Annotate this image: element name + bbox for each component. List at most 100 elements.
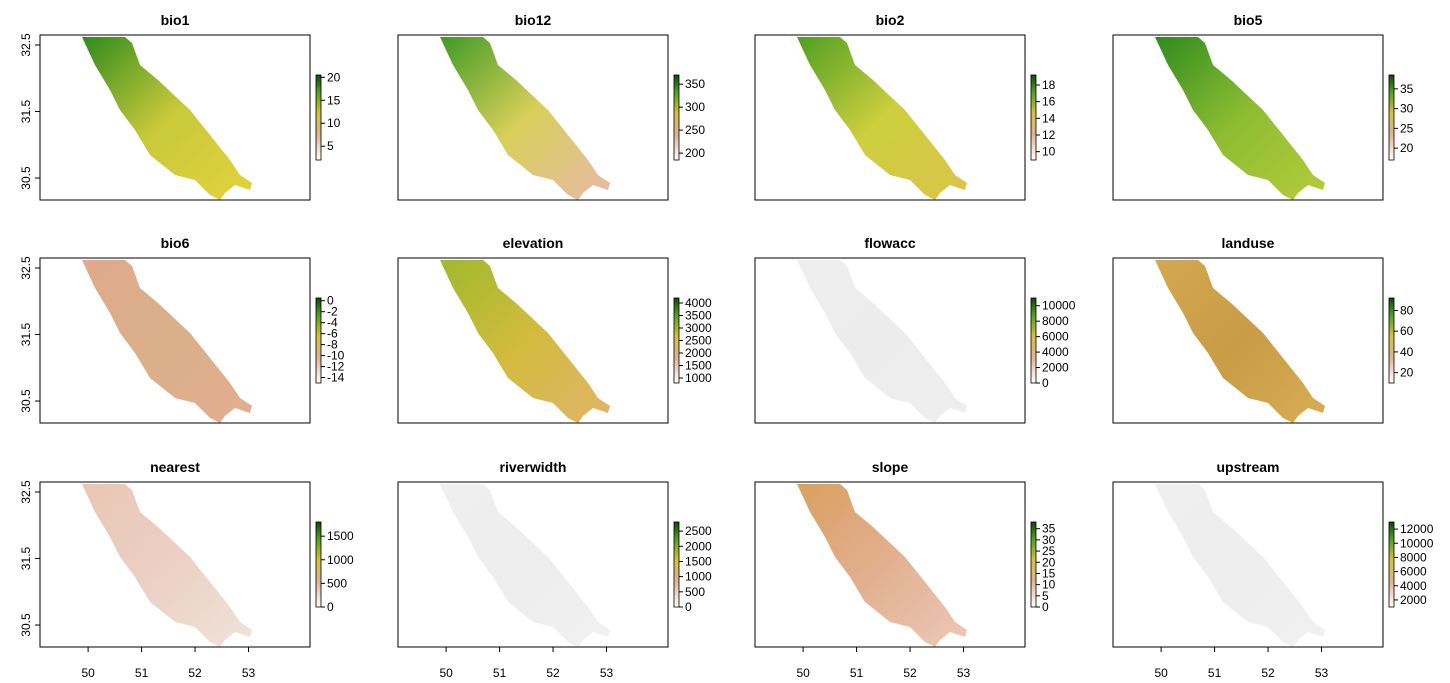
legend-tick-label: 12000 [1400, 522, 1434, 536]
panel-title: nearest [150, 459, 200, 475]
legend-tick-label: 20 [1400, 366, 1414, 380]
legend-tick-label: 35 [1400, 82, 1414, 96]
legend-tick-label: 4000 [1042, 345, 1069, 359]
region-raster [82, 484, 252, 647]
plot-box [397, 481, 669, 648]
legend-tick-label: 0 [327, 600, 334, 614]
y-tick-label: 30.5 [19, 613, 33, 637]
legend-tick-label: -10 [327, 349, 345, 363]
region-raster [440, 260, 610, 423]
plot-box [1112, 481, 1384, 648]
legend-tick-label: 0 [1042, 376, 1049, 390]
legend-tick-label: 5 [327, 139, 334, 153]
legend-bar [1030, 297, 1037, 384]
legend-tick-label: 2000 [1400, 593, 1427, 607]
legend-tick-label: 10000 [1400, 536, 1434, 550]
legend-tick-label: 20 [1400, 141, 1414, 155]
legend-tick-label: 3500 [685, 309, 712, 323]
region-raster [1155, 37, 1325, 200]
legend-tick-label: 3000 [685, 321, 712, 335]
plot-box [1112, 257, 1384, 424]
panel-title: flowacc [864, 235, 916, 251]
panel-title: upstream [1216, 459, 1279, 475]
region-raster [440, 37, 610, 200]
legend-tick-label: 200 [685, 146, 705, 160]
legend-bar [1030, 74, 1037, 161]
legend-tick-label: 15 [1042, 566, 1056, 580]
legend-tick-label: 8000 [1042, 314, 1069, 328]
y-tick-label: 32.5 [19, 256, 33, 280]
legend-bar [1388, 74, 1395, 161]
plot-box [397, 257, 669, 424]
legend-tick-label: 300 [685, 100, 705, 114]
x-tick-label: 50 [1154, 666, 1168, 680]
x-tick-label: 51 [1208, 666, 1222, 680]
legend-tick-label: -14 [327, 371, 345, 385]
x-tick-label: 51 [135, 666, 149, 680]
y-tick-label: 31.5 [19, 547, 33, 571]
x-tick-label: 51 [493, 666, 507, 680]
legend-tick-label: 25 [1400, 121, 1414, 135]
legend-tick-label: 1500 [685, 554, 712, 568]
legend-tick-label: 4000 [1400, 579, 1427, 593]
legend-tick-label: 5 [1042, 589, 1049, 603]
x-tick-label: 53 [1315, 666, 1329, 680]
legend-bar [1030, 521, 1037, 608]
y-tick-label: 31.5 [19, 323, 33, 347]
legend-tick-label: 25 [1042, 544, 1056, 558]
region-raster [797, 484, 967, 647]
legend-tick-label: 2000 [1042, 361, 1069, 375]
legend-tick-label: 35 [1042, 522, 1056, 536]
legend-tick-label: 250 [685, 123, 705, 137]
region-raster [440, 484, 610, 647]
legend-tick-label: 1500 [685, 359, 712, 373]
plot-box [754, 257, 1026, 424]
x-tick-label: 53 [957, 666, 971, 680]
legend-tick-label: 10 [327, 116, 341, 130]
x-tick-label: 52 [188, 666, 202, 680]
plot-box [39, 481, 311, 648]
panel-title: bio6 [161, 235, 190, 251]
legend-tick-label: 1000 [685, 570, 712, 584]
legend-tick-label: -6 [327, 327, 338, 341]
legend-tick-label: 10 [1042, 578, 1056, 592]
legend-bar [673, 74, 680, 161]
legend-tick-label: 0 [1042, 600, 1049, 614]
legend-tick-label: 14 [1042, 111, 1056, 125]
legend-tick-label: 2500 [685, 334, 712, 348]
legend-tick-label: 30 [1042, 533, 1056, 547]
legend-tick-label: -12 [327, 360, 345, 374]
legend-tick-label: 2000 [685, 346, 712, 360]
legend-tick-label: 10000 [1042, 299, 1076, 313]
legend-tick-label: 500 [685, 585, 705, 599]
x-tick-label: 52 [1261, 666, 1275, 680]
x-tick-label: 52 [546, 666, 560, 680]
y-tick-label: 30.5 [19, 166, 33, 190]
legend-tick-label: 2500 [685, 524, 712, 538]
legend-tick-label: 6000 [1042, 330, 1069, 344]
legend-bar [673, 297, 680, 384]
legend-tick-label: 40 [1400, 345, 1414, 359]
y-tick-label: 32.5 [19, 33, 33, 57]
legend-tick-label: -8 [327, 338, 338, 352]
panel-title: riverwidth [500, 459, 567, 475]
legend-tick-label: 500 [327, 576, 347, 590]
plot-box [39, 257, 311, 424]
plot-box [39, 34, 311, 201]
legend-tick-label: 6000 [1400, 565, 1427, 579]
legend-bar [315, 74, 322, 161]
region-raster [82, 260, 252, 423]
plot-box [754, 481, 1026, 648]
legend-tick-label: 0 [685, 600, 692, 614]
legend-tick-label: 1000 [327, 553, 354, 567]
panel-title: bio2 [876, 12, 905, 28]
plot-box [397, 34, 669, 201]
legend-tick-label: 16 [1042, 95, 1056, 109]
y-tick-label: 32.5 [19, 480, 33, 504]
legend-bar [1388, 521, 1395, 608]
legend-tick-label: 15 [327, 93, 341, 107]
legend-tick-label: 350 [685, 77, 705, 91]
x-tick-label: 50 [439, 666, 453, 680]
